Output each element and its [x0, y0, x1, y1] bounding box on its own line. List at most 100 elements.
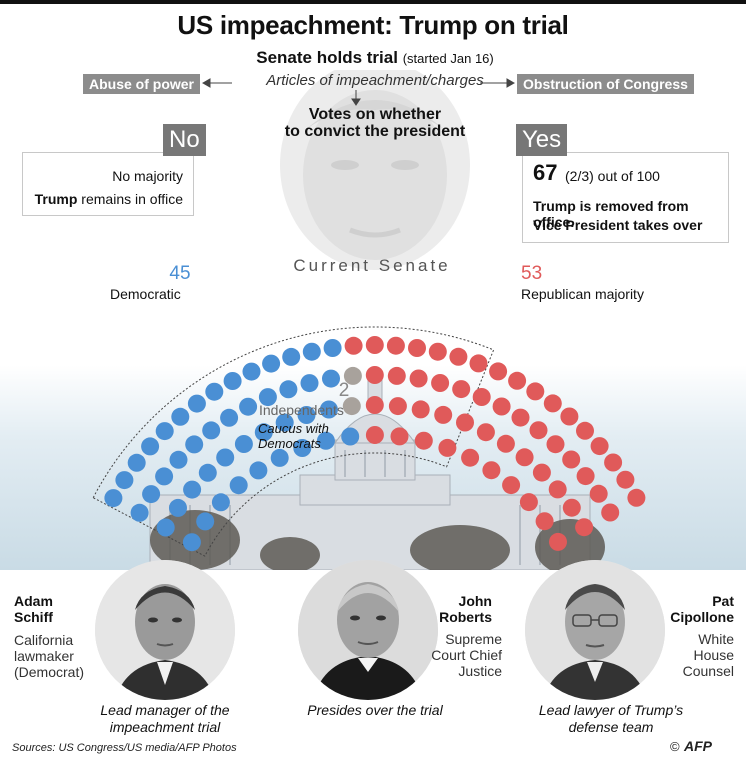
conviction-threshold-number: 67: [533, 160, 558, 185]
votes-heading: Votes on whether to convict the presiden…: [260, 106, 490, 140]
schiff-role-line-1: California: [14, 632, 74, 648]
seat-democrat: [234, 435, 253, 453]
seat-republican: [386, 336, 405, 355]
cipollone-role: White House Counsel: [654, 631, 734, 679]
seat-republican: [560, 407, 579, 426]
seat-republican: [529, 421, 548, 440]
schiff-name: Adam Schiff: [14, 593, 53, 625]
seat-democrat: [130, 503, 149, 522]
seat-republican: [428, 342, 447, 361]
seat-democrat: [185, 435, 204, 454]
roberts-last-name: Roberts: [439, 609, 492, 625]
roberts-role-line-1: Supreme: [445, 631, 502, 647]
roberts-name: John Roberts: [420, 593, 492, 625]
seat-democrat: [300, 374, 319, 393]
seat-republican: [535, 512, 554, 531]
seat-independent: [342, 397, 361, 416]
seat-democrat: [104, 489, 123, 508]
cipollone-portrait: [525, 560, 665, 700]
seat-republican: [390, 427, 409, 446]
seat-democrat: [216, 448, 235, 467]
roberts-portrait: [298, 560, 438, 700]
seat-democrat: [142, 485, 161, 504]
schiff-role-line-2: lawmaker: [14, 648, 74, 664]
schiff-last-name: Schiff: [14, 609, 53, 625]
roberts-role-line-2: Court Chief: [431, 647, 502, 663]
seat-republican: [449, 347, 468, 366]
seat-democrat: [205, 382, 224, 401]
schiff-caption-line-2: impeachment trial: [109, 719, 221, 735]
seat-democrat: [196, 512, 215, 531]
yes-tag: Yes: [516, 124, 568, 156]
seat-democrat: [297, 406, 316, 424]
seat-democrat: [282, 347, 301, 366]
schiff-role-line-3: (Democrat): [14, 664, 85, 680]
seat-republican: [562, 450, 581, 469]
trump-removed-text: Trump is removed from office.: [533, 198, 689, 230]
seat-democrat: [183, 480, 202, 499]
seat-republican: [387, 366, 406, 385]
cipollone-first-name: Pat: [712, 593, 734, 609]
seat-democrat: [254, 423, 273, 442]
seat-republican: [409, 369, 428, 388]
seat-democrat: [319, 400, 338, 419]
votes-line-1: Votes on whether: [308, 106, 442, 123]
sources-footnote: Sources: US Congress/US media/AFP Photos: [12, 742, 237, 754]
schiff-first-name: Adam: [14, 593, 53, 609]
cipollone-role-line-3: Counsel: [682, 663, 734, 679]
seat-democrat: [141, 437, 160, 456]
charge-abuse-of-power: Abuse of power: [83, 74, 201, 94]
seat-democrat: [198, 463, 217, 482]
seat-democrat: [242, 362, 261, 381]
seat-republican: [344, 336, 363, 355]
seat-republican: [431, 374, 450, 392]
schiff-portrait: [95, 560, 235, 700]
seat-republican: [388, 397, 407, 416]
seat-republican: [576, 421, 594, 440]
independents-note-line-2: Democrats: [258, 436, 321, 451]
seat-democrat: [169, 498, 187, 517]
seat-republican: [414, 431, 433, 450]
cipollone-caption: Lead lawyer of Trump’s defense team: [516, 702, 706, 736]
seat-republican: [601, 503, 620, 522]
roberts-role: Supreme Court Chief Justice: [415, 631, 502, 679]
schiff-role: California lawmaker (Democrat): [14, 632, 84, 680]
seat-republican: [365, 426, 384, 444]
arrow-right-head: [506, 78, 516, 88]
vp-takes-over-text: Vice President takes over: [533, 217, 703, 233]
seat-democrat: [115, 471, 134, 490]
seat-democrat: [223, 372, 242, 390]
cipollone-name: Pat Cipollone: [650, 593, 734, 625]
schiff-caption: Lead manager of the impeachment trial: [70, 702, 260, 736]
conviction-threshold-fraction: (2/3) out of 100: [565, 168, 660, 184]
seat-democrat: [127, 453, 146, 472]
independents-note-line-1: Caucus with: [258, 421, 329, 436]
seat-democrat: [316, 431, 335, 450]
cipollone-role-line-1: White: [698, 631, 734, 647]
seat-republican: [546, 435, 565, 454]
seat-republican: [575, 518, 594, 537]
no-majority-text: No majority: [112, 168, 183, 184]
seat-democrat: [171, 407, 190, 426]
seat-republican: [489, 362, 508, 381]
trump-remains-bold: Trump: [34, 191, 78, 207]
seat-republican: [492, 397, 511, 416]
roberts-caption-line-1: Presides over the trial: [307, 702, 443, 718]
seat-democrat: [187, 394, 206, 413]
two-thirds-outline: [92, 326, 495, 557]
seat-republican: [472, 388, 491, 406]
copyright-symbol: ©: [670, 739, 680, 754]
no-outcome-box: No majority Trump remains in office: [22, 152, 194, 216]
seat-republican: [365, 396, 384, 414]
seat-republican: [549, 532, 567, 551]
independents-note: Caucus with Democrats: [258, 421, 329, 451]
seat-republican: [515, 448, 534, 467]
seat-democrat: [202, 421, 221, 440]
roberts-first-name: John: [458, 593, 492, 609]
trump-remains-text: Trump remains in office: [35, 191, 183, 207]
democratic-count: 45: [169, 263, 191, 284]
seat-republican: [469, 354, 488, 373]
seat-republican: [502, 476, 521, 495]
seat-republican: [508, 371, 527, 390]
seat-republican: [496, 434, 515, 453]
